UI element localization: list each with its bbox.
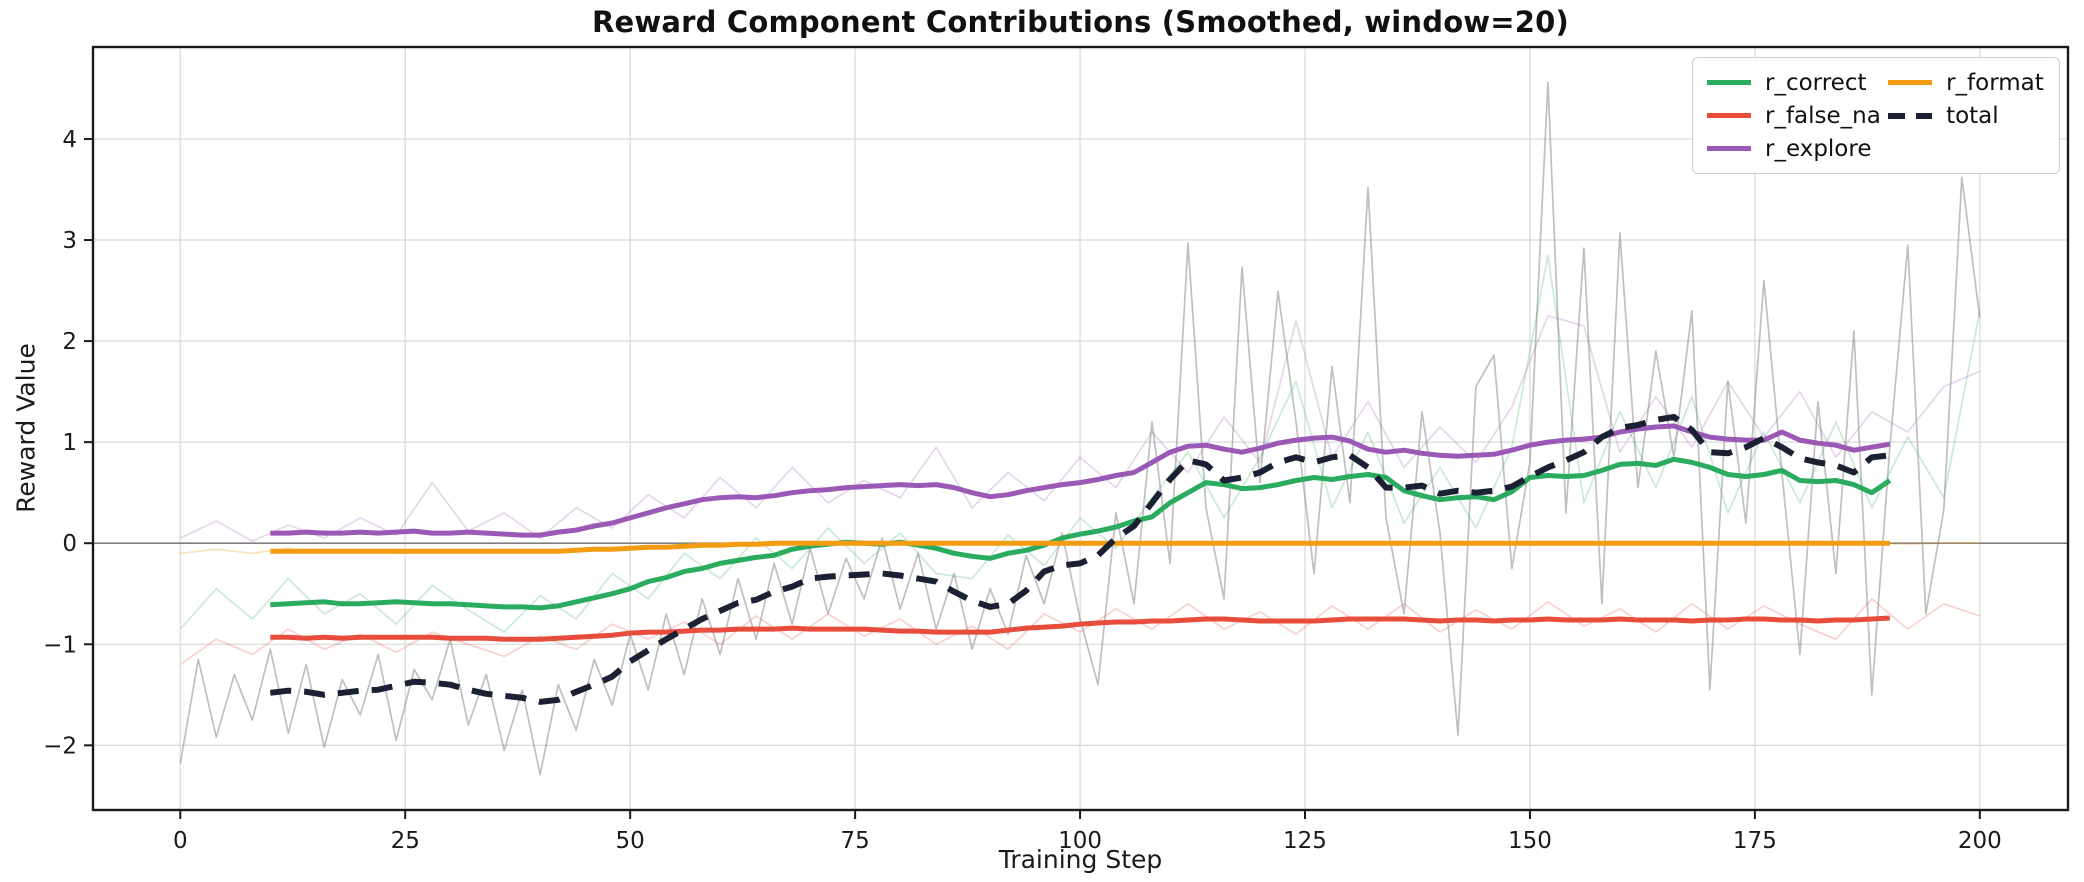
y-tick-label: 2 [62,329,77,355]
x-tick-label: 125 [1283,828,1327,854]
y-tick-label: −2 [43,733,77,759]
legend-swatch-total [1888,112,1933,119]
y-tick-label: 3 [62,228,77,254]
legend-item-r-explore: r_explore [1707,136,1882,162]
r_false_na-line [270,615,1890,642]
x-tick-label: 100 [1058,828,1102,854]
y-tick-label: 4 [62,127,77,153]
legend-item-r-false-na: r_false_na [1707,103,1882,129]
y-tick-label: −1 [43,632,77,658]
legend-item-total: total [1888,103,2045,129]
r_false_na_raw-line [179,597,1981,666]
y-tick-label: 0 [62,531,77,557]
legend-swatch-r-correct [1707,80,1751,85]
legend-swatch-r-format [1888,80,1933,85]
legend-item-r-format: r_format [1888,70,2045,96]
x-tick-label: 150 [1508,828,1552,854]
legend-label-r-explore: r_explore [1765,135,1872,162]
x-tick-label: 75 [840,828,869,854]
r_correct-line [270,456,1892,611]
chart-title: Reward Component Contributions (Smoothed… [591,5,1570,39]
legend: r_correct r_false_na r_explore r_format … [1692,57,2060,174]
legend-swatch-r-false-na [1707,113,1751,118]
total-line [269,413,1891,705]
legend-label-total: total [1946,102,1999,129]
x-tick-label: 175 [1733,828,1777,854]
x-tick-label: 25 [391,828,420,854]
y-axis-label: Reward Value [11,343,41,513]
x-tick-label: 200 [1958,828,2002,854]
legend-label-r-false-na: r_false_na [1765,102,1881,129]
r_format-line [270,540,1890,554]
legend-label-r-format: r_format [1946,69,2044,96]
legend-label-r-correct: r_correct [1765,69,1867,96]
x-axis-label: Training Step [998,845,1163,874]
legend-item-r-correct: r_correct [1707,70,1882,96]
r_explore-line [270,423,1891,538]
x-tick-label: 0 [173,828,188,854]
y-tick-label: 1 [62,430,77,456]
x-tick-label: 50 [616,828,645,854]
legend-swatch-r-explore [1707,146,1751,151]
